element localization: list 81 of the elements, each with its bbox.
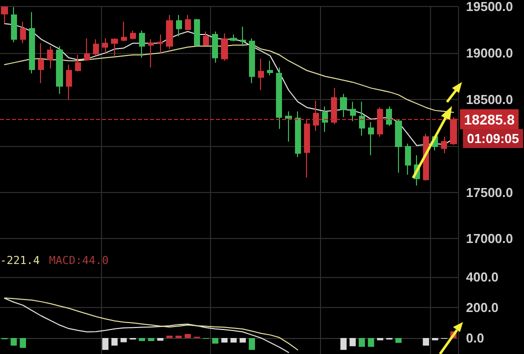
candlestick <box>240 26 246 47</box>
candlestick <box>368 122 374 156</box>
y-tick-label: 19000.0 <box>466 45 513 60</box>
candlestick <box>84 38 90 62</box>
text: 01:09:05 <box>466 131 520 146</box>
bar <box>248 338 256 350</box>
bar <box>395 338 402 343</box>
bar <box>10 338 17 346</box>
bar <box>230 338 237 343</box>
annotation: MACD:44.0 <box>49 254 109 267</box>
candlestick <box>230 34 237 42</box>
candlestick <box>285 110 292 142</box>
candlestick <box>322 106 328 132</box>
bar <box>221 338 228 343</box>
y-tick-label: 17000.0 <box>466 231 513 246</box>
candlestick <box>203 30 209 46</box>
y-tick-label: 0.0 <box>466 330 484 346</box>
candlestick <box>295 110 301 158</box>
y-tick-label: 400.0 <box>466 269 499 284</box>
candlestick <box>405 143 411 176</box>
bar <box>20 338 26 348</box>
candlestick <box>267 60 273 76</box>
bar <box>358 338 365 347</box>
candlestick <box>148 38 154 68</box>
candlestick <box>185 14 191 30</box>
candlestick <box>450 116 457 146</box>
y-tick-label: 18500.0 <box>466 92 513 107</box>
candlestick <box>212 30 218 64</box>
candlestick <box>111 38 118 56</box>
candlestick <box>331 88 337 125</box>
bar <box>240 338 246 343</box>
candlestick <box>47 46 53 70</box>
bar <box>212 338 218 344</box>
candlestick <box>194 18 200 47</box>
bar <box>368 338 374 347</box>
bar <box>111 338 118 346</box>
bar <box>102 338 108 350</box>
candlestick <box>75 54 81 72</box>
candlestick <box>276 67 282 130</box>
candlestick <box>386 106 392 127</box>
candlestick <box>313 100 319 132</box>
candlestick <box>139 30 145 58</box>
candlestick <box>441 136 447 154</box>
candlestick <box>29 12 35 74</box>
bar <box>148 338 154 342</box>
candlestick <box>166 14 173 50</box>
candlestick <box>66 64 72 100</box>
candlestick <box>221 32 228 62</box>
candlestick <box>11 6 17 43</box>
candlestick <box>359 101 365 136</box>
candlestick <box>249 38 255 84</box>
bar <box>340 338 347 350</box>
candlestick <box>38 42 44 84</box>
candlestick <box>176 14 182 37</box>
candlestick <box>56 46 63 94</box>
bar <box>377 338 384 340</box>
bar <box>432 338 438 340</box>
ref-line-label: 18285.8 <box>464 111 515 128</box>
y-tick-label: 17500.0 <box>466 184 513 200</box>
candlestick <box>20 21 26 44</box>
candlestick <box>377 106 383 138</box>
y-tick-label: 19500.0 <box>466 0 513 14</box>
candlestick <box>121 21 127 42</box>
candlestick <box>1 6 8 24</box>
candlestick <box>102 38 108 54</box>
candlestick <box>395 118 402 174</box>
candlestick <box>93 38 99 56</box>
candlestick <box>157 34 163 54</box>
y-tick-label: 200.0 <box>466 300 499 315</box>
candlestick <box>350 101 356 122</box>
candlestick <box>130 30 136 40</box>
bar <box>138 338 146 342</box>
bar <box>350 338 356 346</box>
bar <box>157 338 164 341</box>
candlestick <box>304 118 310 178</box>
bar <box>184 334 191 338</box>
candlestick <box>258 58 264 91</box>
candlestick <box>340 93 347 118</box>
bar <box>422 338 430 346</box>
annotation: -221.4 <box>0 254 40 267</box>
bar <box>120 338 127 342</box>
